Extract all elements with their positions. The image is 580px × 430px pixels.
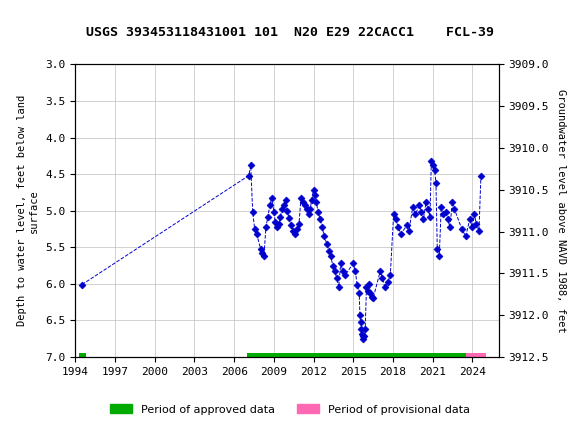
Text: USGS 393453118431001 101  N20 E29 22CACC1    FCL-39: USGS 393453118431001 101 N20 E29 22CACC1… — [86, 26, 494, 39]
Legend: Period of approved data, Period of provisional data: Period of approved data, Period of provi… — [104, 399, 476, 420]
Y-axis label: Groundwater level above NAVD 1988, feet: Groundwater level above NAVD 1988, feet — [556, 89, 566, 332]
Y-axis label: Depth to water level, feet below land
surface: Depth to water level, feet below land su… — [17, 95, 38, 326]
Text: ✓USGS: ✓USGS — [6, 7, 56, 25]
